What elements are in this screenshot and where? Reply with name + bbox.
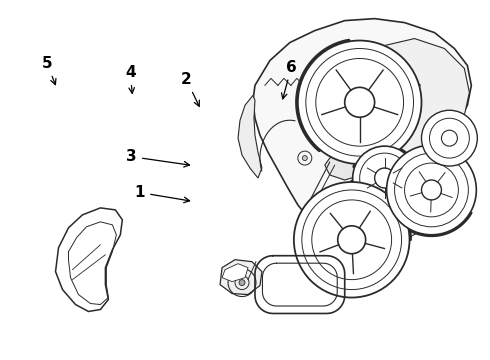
Circle shape — [333, 106, 337, 111]
Circle shape — [307, 112, 313, 118]
Text: 3: 3 — [126, 149, 190, 167]
Polygon shape — [253, 19, 471, 242]
Polygon shape — [222, 264, 248, 282]
Circle shape — [294, 182, 410, 298]
Circle shape — [375, 168, 394, 188]
Polygon shape — [325, 148, 368, 180]
Circle shape — [239, 280, 245, 285]
Text: 2: 2 — [181, 72, 199, 106]
Text: 6: 6 — [282, 59, 297, 99]
Text: 1: 1 — [135, 185, 190, 203]
Polygon shape — [238, 95, 262, 178]
Circle shape — [421, 110, 477, 166]
Text: 4: 4 — [125, 65, 136, 93]
Circle shape — [387, 145, 476, 235]
Text: 5: 5 — [42, 56, 56, 85]
Circle shape — [345, 87, 375, 117]
Circle shape — [421, 180, 441, 200]
Polygon shape — [55, 208, 123, 311]
Circle shape — [313, 136, 317, 140]
Polygon shape — [220, 260, 262, 294]
Circle shape — [298, 41, 421, 164]
Circle shape — [353, 146, 416, 210]
Circle shape — [441, 130, 457, 146]
Polygon shape — [355, 39, 469, 242]
Circle shape — [302, 156, 307, 161]
Circle shape — [338, 226, 366, 254]
